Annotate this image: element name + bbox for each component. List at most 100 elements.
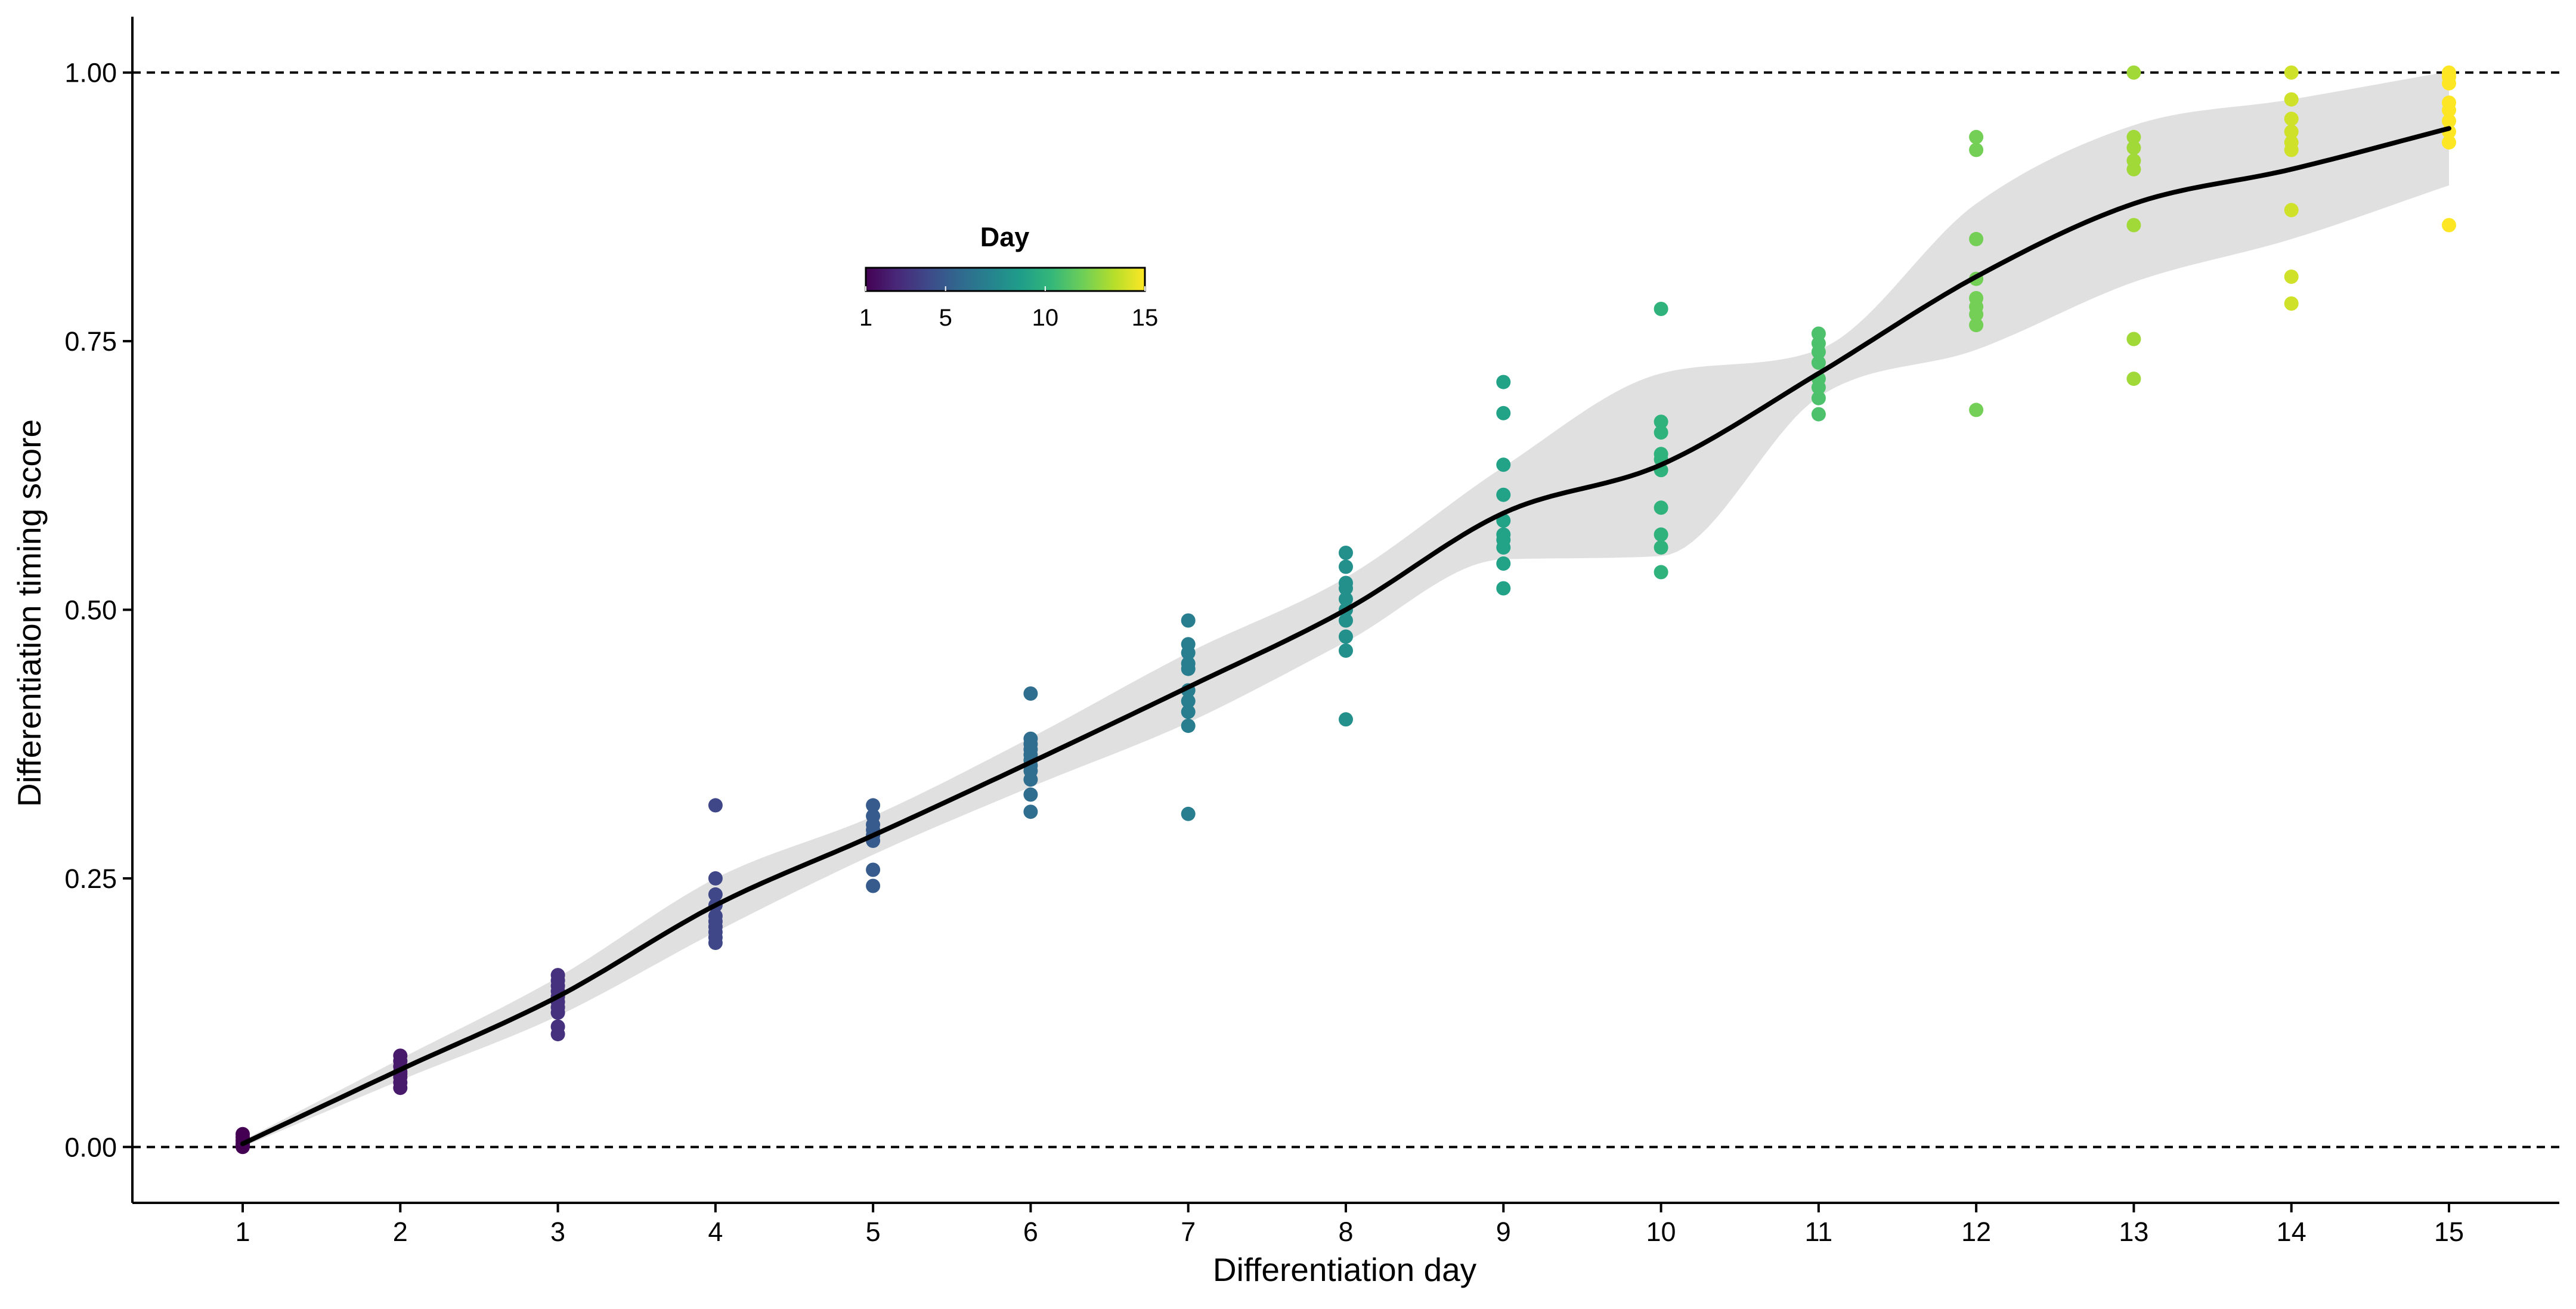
data-point-day8-1 — [1339, 643, 1353, 658]
data-point-day14-4 — [2284, 135, 2299, 150]
x-tick-label-7: 7 — [1181, 1217, 1196, 1247]
axes-layer: 1 2 3 4 5 6 7 8 9 10 11 12 13 14 150.000.250.500.751.0… — [64, 17, 2559, 1247]
data-point-day15-8 — [2442, 65, 2456, 80]
data-point-day9-8 — [1496, 406, 1511, 420]
data-point-day14-8 — [2284, 65, 2299, 80]
y-tick-label-2: 0.50 — [64, 595, 117, 626]
x-tick-label-5: 5 — [866, 1217, 881, 1247]
data-point-day4-9 — [708, 798, 723, 813]
y-tick-label-1: 0.25 — [64, 864, 117, 894]
data-point-day15-1 — [2442, 135, 2456, 150]
data-point-day10-2 — [1654, 527, 1668, 542]
data-point-day6-9 — [1023, 731, 1038, 746]
data-point-day10-3 — [1654, 500, 1668, 515]
x-tick-label-3: 3 — [550, 1217, 565, 1247]
reference-lines-layer — [132, 71, 2559, 1149]
colorbar — [865, 267, 1146, 292]
x-tick-label-6: 6 — [1023, 1217, 1038, 1247]
x-tick-label-12: 12 — [1961, 1217, 1991, 1247]
data-point-day1-4 — [236, 1127, 250, 1141]
colorbar-tick-label-5: 5 — [939, 305, 952, 331]
data-point-day10-1 — [1654, 540, 1668, 555]
smooth-fit-line — [240, 126, 2451, 1146]
data-point-day13-4 — [2126, 153, 2141, 168]
data-point-day12-6 — [1969, 231, 1984, 246]
x-tick-label-13: 13 — [2119, 1217, 2148, 1247]
y-axis-title: Differentiation timing score — [11, 419, 48, 807]
data-point-day9-9 — [1496, 375, 1511, 389]
x-tick-label-9: 9 — [1496, 1217, 1511, 1247]
x-tick-label-1: 1 — [235, 1217, 250, 1247]
data-point-day10-0 — [1654, 565, 1668, 580]
data-point-day12-0 — [1969, 403, 1984, 417]
data-point-day11-4 — [1811, 355, 1826, 370]
data-point-day13-1 — [2126, 332, 2141, 346]
data-point-day13-2 — [2126, 218, 2141, 233]
y-tick-label-0: 0.00 — [64, 1132, 117, 1162]
data-point-day7-0 — [1181, 806, 1196, 821]
data-point-day10-7 — [1654, 425, 1668, 440]
data-point-day3-9 — [550, 968, 565, 983]
data-point-day7-9 — [1181, 613, 1196, 628]
y-tick-label-4: 1.00 — [64, 58, 117, 88]
x-tick-label-11: 11 — [1804, 1217, 1832, 1247]
smooth-fit-layer — [240, 126, 2451, 1146]
data-point-day12-7 — [1969, 143, 1984, 157]
data-point-day9-1 — [1496, 556, 1511, 571]
data-point-day12-8 — [1969, 129, 1984, 144]
data-point-day12-4 — [1969, 291, 1984, 305]
x-tick-label-2: 2 — [393, 1217, 408, 1247]
data-point-day7-6 — [1181, 656, 1196, 671]
data-point-day8-5 — [1339, 592, 1353, 606]
data-point-day7-3 — [1181, 694, 1196, 708]
colorbar-tick-label-15: 15 — [1132, 305, 1159, 331]
data-point-day13-5 — [2126, 140, 2141, 155]
data-point-day5-7 — [866, 798, 881, 813]
data-point-day3-1 — [550, 1019, 565, 1034]
x-tick-label-14: 14 — [2277, 1217, 2306, 1247]
data-point-day12-1 — [1969, 318, 1984, 333]
data-point-day6-1 — [1023, 787, 1038, 802]
data-point-day7-2 — [1181, 704, 1196, 719]
data-point-day14-7 — [2284, 92, 2299, 107]
data-point-day11-0 — [1811, 407, 1826, 422]
data-point-day10-6 — [1654, 447, 1668, 462]
data-point-day9-6 — [1496, 487, 1511, 502]
data-point-day5-1 — [866, 862, 881, 877]
data-point-day8-2 — [1339, 629, 1353, 644]
data-point-day15-3 — [2442, 113, 2456, 128]
data-points-layer — [236, 65, 2456, 1155]
data-point-day14-6 — [2284, 112, 2299, 126]
data-point-day8-0 — [1339, 712, 1353, 727]
data-point-day11-7 — [1811, 326, 1826, 341]
data-point-day14-5 — [2284, 124, 2299, 139]
data-point-day13-0 — [2126, 372, 2141, 386]
x-tick-label-10: 10 — [1646, 1217, 1676, 1247]
data-point-day5-6 — [866, 809, 881, 824]
x-tick-label-4: 4 — [708, 1217, 723, 1247]
colorbar-tick-label-1: 1 — [859, 305, 872, 331]
colorbar-tick-label-10: 10 — [1032, 305, 1059, 331]
data-point-day7-8 — [1181, 637, 1196, 652]
data-point-day8-3 — [1339, 613, 1353, 628]
data-point-day11-1 — [1811, 391, 1826, 406]
data-point-day4-5 — [708, 909, 723, 923]
data-point-day6-0 — [1023, 804, 1038, 819]
data-point-day15-0 — [2442, 218, 2456, 233]
data-point-day7-1 — [1181, 719, 1196, 734]
data-point-day4-8 — [708, 871, 723, 886]
x-tick-label-8: 8 — [1338, 1217, 1353, 1247]
data-point-day9-7 — [1496, 457, 1511, 472]
data-point-day9-0 — [1496, 581, 1511, 596]
data-point-day5-0 — [866, 878, 881, 893]
data-point-day8-7 — [1339, 575, 1353, 590]
colorbar-legend: Day 1 5 10 15 — [859, 222, 1158, 331]
data-point-day14-1 — [2284, 270, 2299, 284]
x-tick-label-15: 15 — [2434, 1217, 2464, 1247]
data-point-day4-7 — [708, 887, 723, 902]
data-point-day10-9 — [1654, 302, 1668, 316]
x-axis-title: Differentiation day — [1213, 1251, 1477, 1288]
data-point-day13-6 — [2126, 129, 2141, 144]
